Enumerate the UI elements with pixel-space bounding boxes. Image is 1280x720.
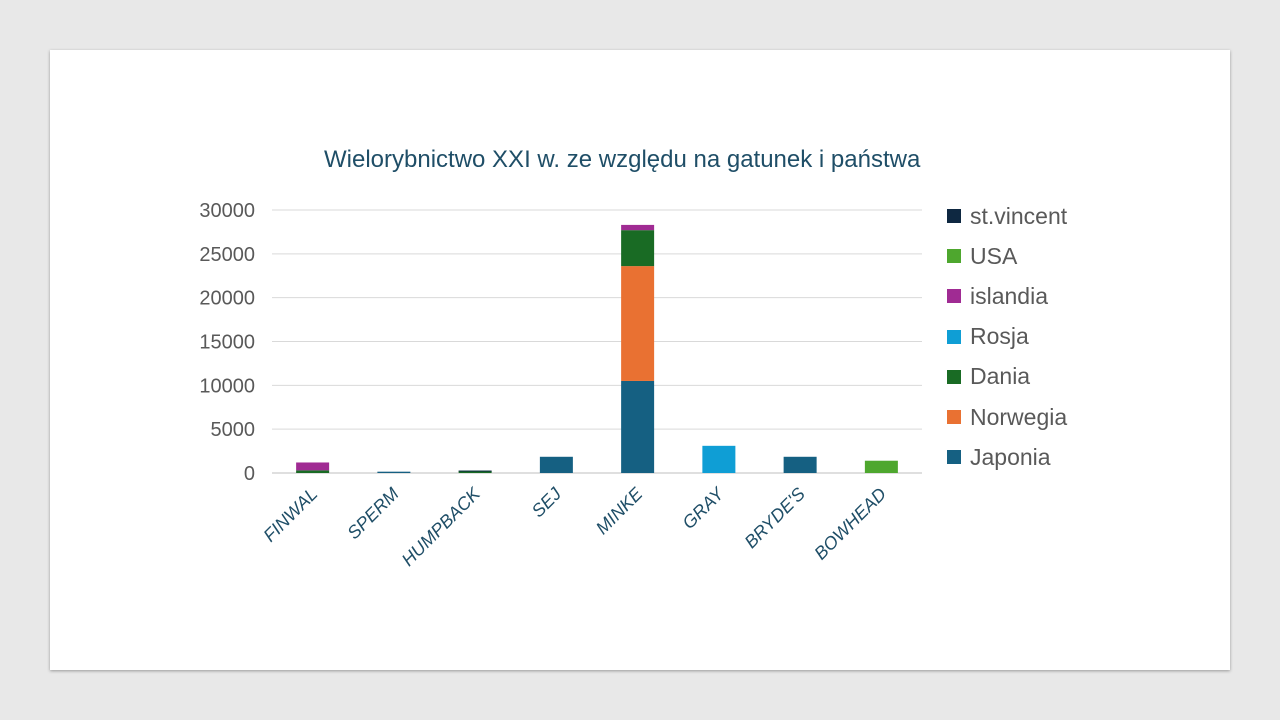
y-tick-label: 20000 xyxy=(199,288,255,310)
legend-label: Japonia xyxy=(970,443,1051,470)
legend-label: USA xyxy=(970,242,1018,269)
bar-segment xyxy=(458,470,492,473)
x-tick-label: GRAY xyxy=(678,482,729,533)
y-tick-label: 30000 xyxy=(199,200,255,222)
bar-segment xyxy=(621,380,655,473)
legend-item: Japonia xyxy=(947,437,1067,477)
bar-segment xyxy=(458,470,492,472)
legend-swatch xyxy=(947,249,961,264)
bar-segment xyxy=(864,460,898,473)
legend-item: Norwegia xyxy=(947,397,1067,437)
chart-title: Wielorybnictwo XXI w. ze względu na gatu… xyxy=(324,146,921,173)
legend-item: st.vincent xyxy=(947,196,1067,236)
slide: Wielorybnictwo XXI w. ze względu na gatu… xyxy=(50,50,1230,670)
x-tick-label: MINKE xyxy=(592,483,647,538)
x-tick-label: BOWHEAD xyxy=(810,484,890,564)
bar-segment xyxy=(377,471,411,473)
bar-segment xyxy=(621,224,655,231)
y-tick-label: 5000 xyxy=(211,419,256,441)
legend-swatch xyxy=(947,289,961,304)
legend-swatch xyxy=(947,209,961,224)
legend-swatch xyxy=(947,369,961,384)
y-tick-label: 25000 xyxy=(199,244,255,266)
bar-segment xyxy=(783,456,817,473)
bar-segment xyxy=(621,230,655,267)
x-tick-label: FINWAL xyxy=(259,484,321,546)
legend-item: islandia xyxy=(947,276,1067,316)
legend-swatch xyxy=(947,450,961,465)
bar-segment xyxy=(621,266,655,381)
legend-label: islandia xyxy=(970,282,1048,309)
x-tick-label: BRYDE'S xyxy=(741,484,809,552)
legend-swatch xyxy=(947,329,961,344)
legend-label: st.vincent xyxy=(970,202,1068,229)
y-tick-label: 15000 xyxy=(199,332,255,354)
legend-label: Rosja xyxy=(970,323,1029,350)
chart-plot-area: 0 5000 10000 15000 20000 25000 30000 FINWAL SPER… xyxy=(199,200,922,570)
x-tick-label: HUMPBACK xyxy=(398,483,485,570)
y-tick-label: 0 xyxy=(244,463,255,485)
chart-legend: st.vincent USA islandia Rosja Dania Norwegia J… xyxy=(947,196,1067,477)
legend-item: USA xyxy=(947,236,1067,276)
bar-segment xyxy=(702,445,736,473)
legend-label: Norwegia xyxy=(970,403,1068,430)
x-tick-label: SPERM xyxy=(343,484,402,543)
bar-segment xyxy=(296,470,330,473)
y-tick-label: 10000 xyxy=(199,375,255,397)
legend-swatch xyxy=(947,410,961,425)
x-tick-label: SEJ xyxy=(528,483,566,521)
bar-segment xyxy=(296,462,330,471)
legend-label: Dania xyxy=(970,363,1031,390)
legend-item: Dania xyxy=(947,357,1067,397)
legend-item: Rosja xyxy=(947,317,1067,357)
bar-segment xyxy=(539,456,573,473)
